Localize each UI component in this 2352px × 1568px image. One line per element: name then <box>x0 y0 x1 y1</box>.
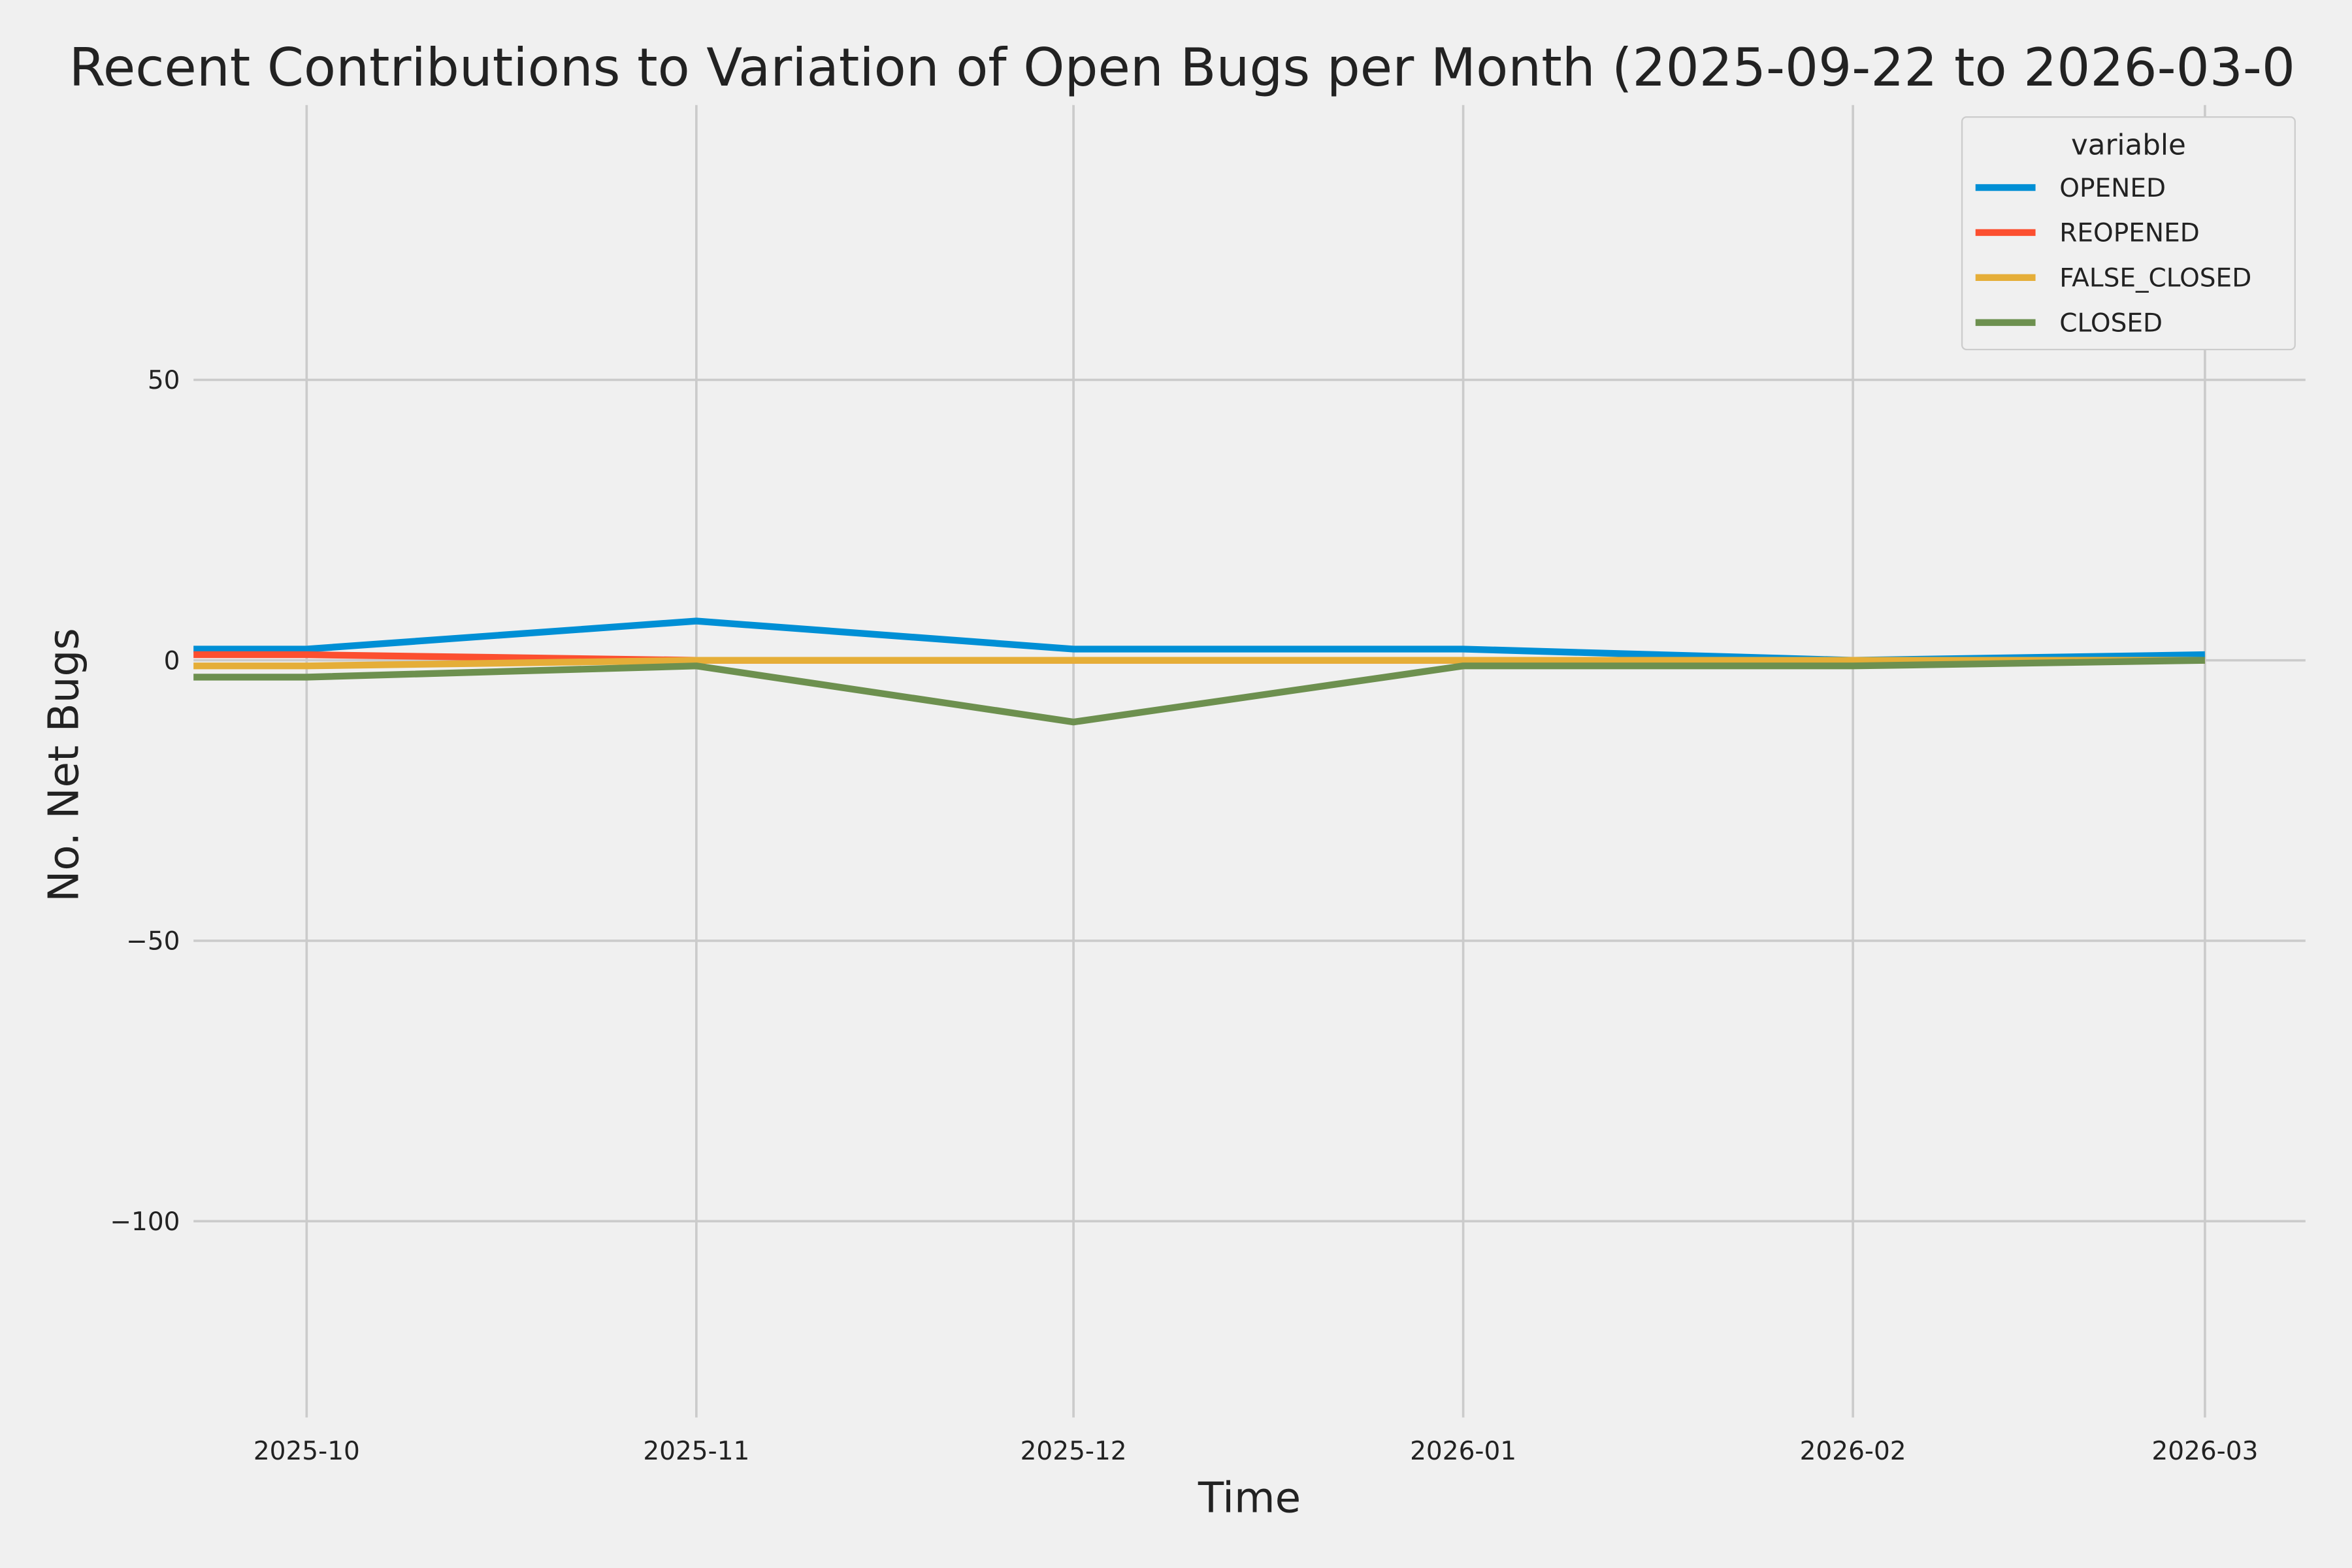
y-tick-label: 0 <box>164 646 180 676</box>
legend-label: REOPENED <box>2059 219 2200 248</box>
plot-lines <box>193 617 2205 726</box>
data-line <box>193 657 2205 726</box>
y-tick-label: −50 <box>126 927 180 956</box>
x-tick-label: 2025-10 <box>253 1437 360 1466</box>
chart-title: Recent Contributions to Variation of Ope… <box>69 37 2295 98</box>
legend-label: CLOSED <box>2059 308 2163 338</box>
x-tick-label: 2026-03 <box>2151 1437 2258 1466</box>
x-tick-label: 2026-01 <box>1410 1437 1516 1466</box>
y-tick-label: 50 <box>148 366 180 395</box>
legend-label: OPENED <box>2059 174 2166 203</box>
y-axis-label: No. Net Bugs <box>39 628 88 902</box>
x-tick-label: 2025-12 <box>1021 1437 1127 1466</box>
legend: variable OPENED REOPENED FALSE_CLOSED CLOSE… <box>1961 116 2296 351</box>
legend-box <box>1961 116 2296 351</box>
x-tick-label: 2026-02 <box>1800 1437 1906 1466</box>
legend-label: FALSE_CLOSED <box>2059 264 2251 293</box>
x-axis-label: Time <box>1198 1473 1301 1522</box>
data-line <box>193 657 2205 670</box>
legend-title: variable <box>2071 129 2186 162</box>
y-tick-label: −100 <box>110 1207 180 1237</box>
x-tick-label: 2025-11 <box>643 1437 749 1466</box>
ticks: −100 −50 0 50 2025-10 2025-11 2025-12 2026-01 20… <box>110 366 2258 1466</box>
